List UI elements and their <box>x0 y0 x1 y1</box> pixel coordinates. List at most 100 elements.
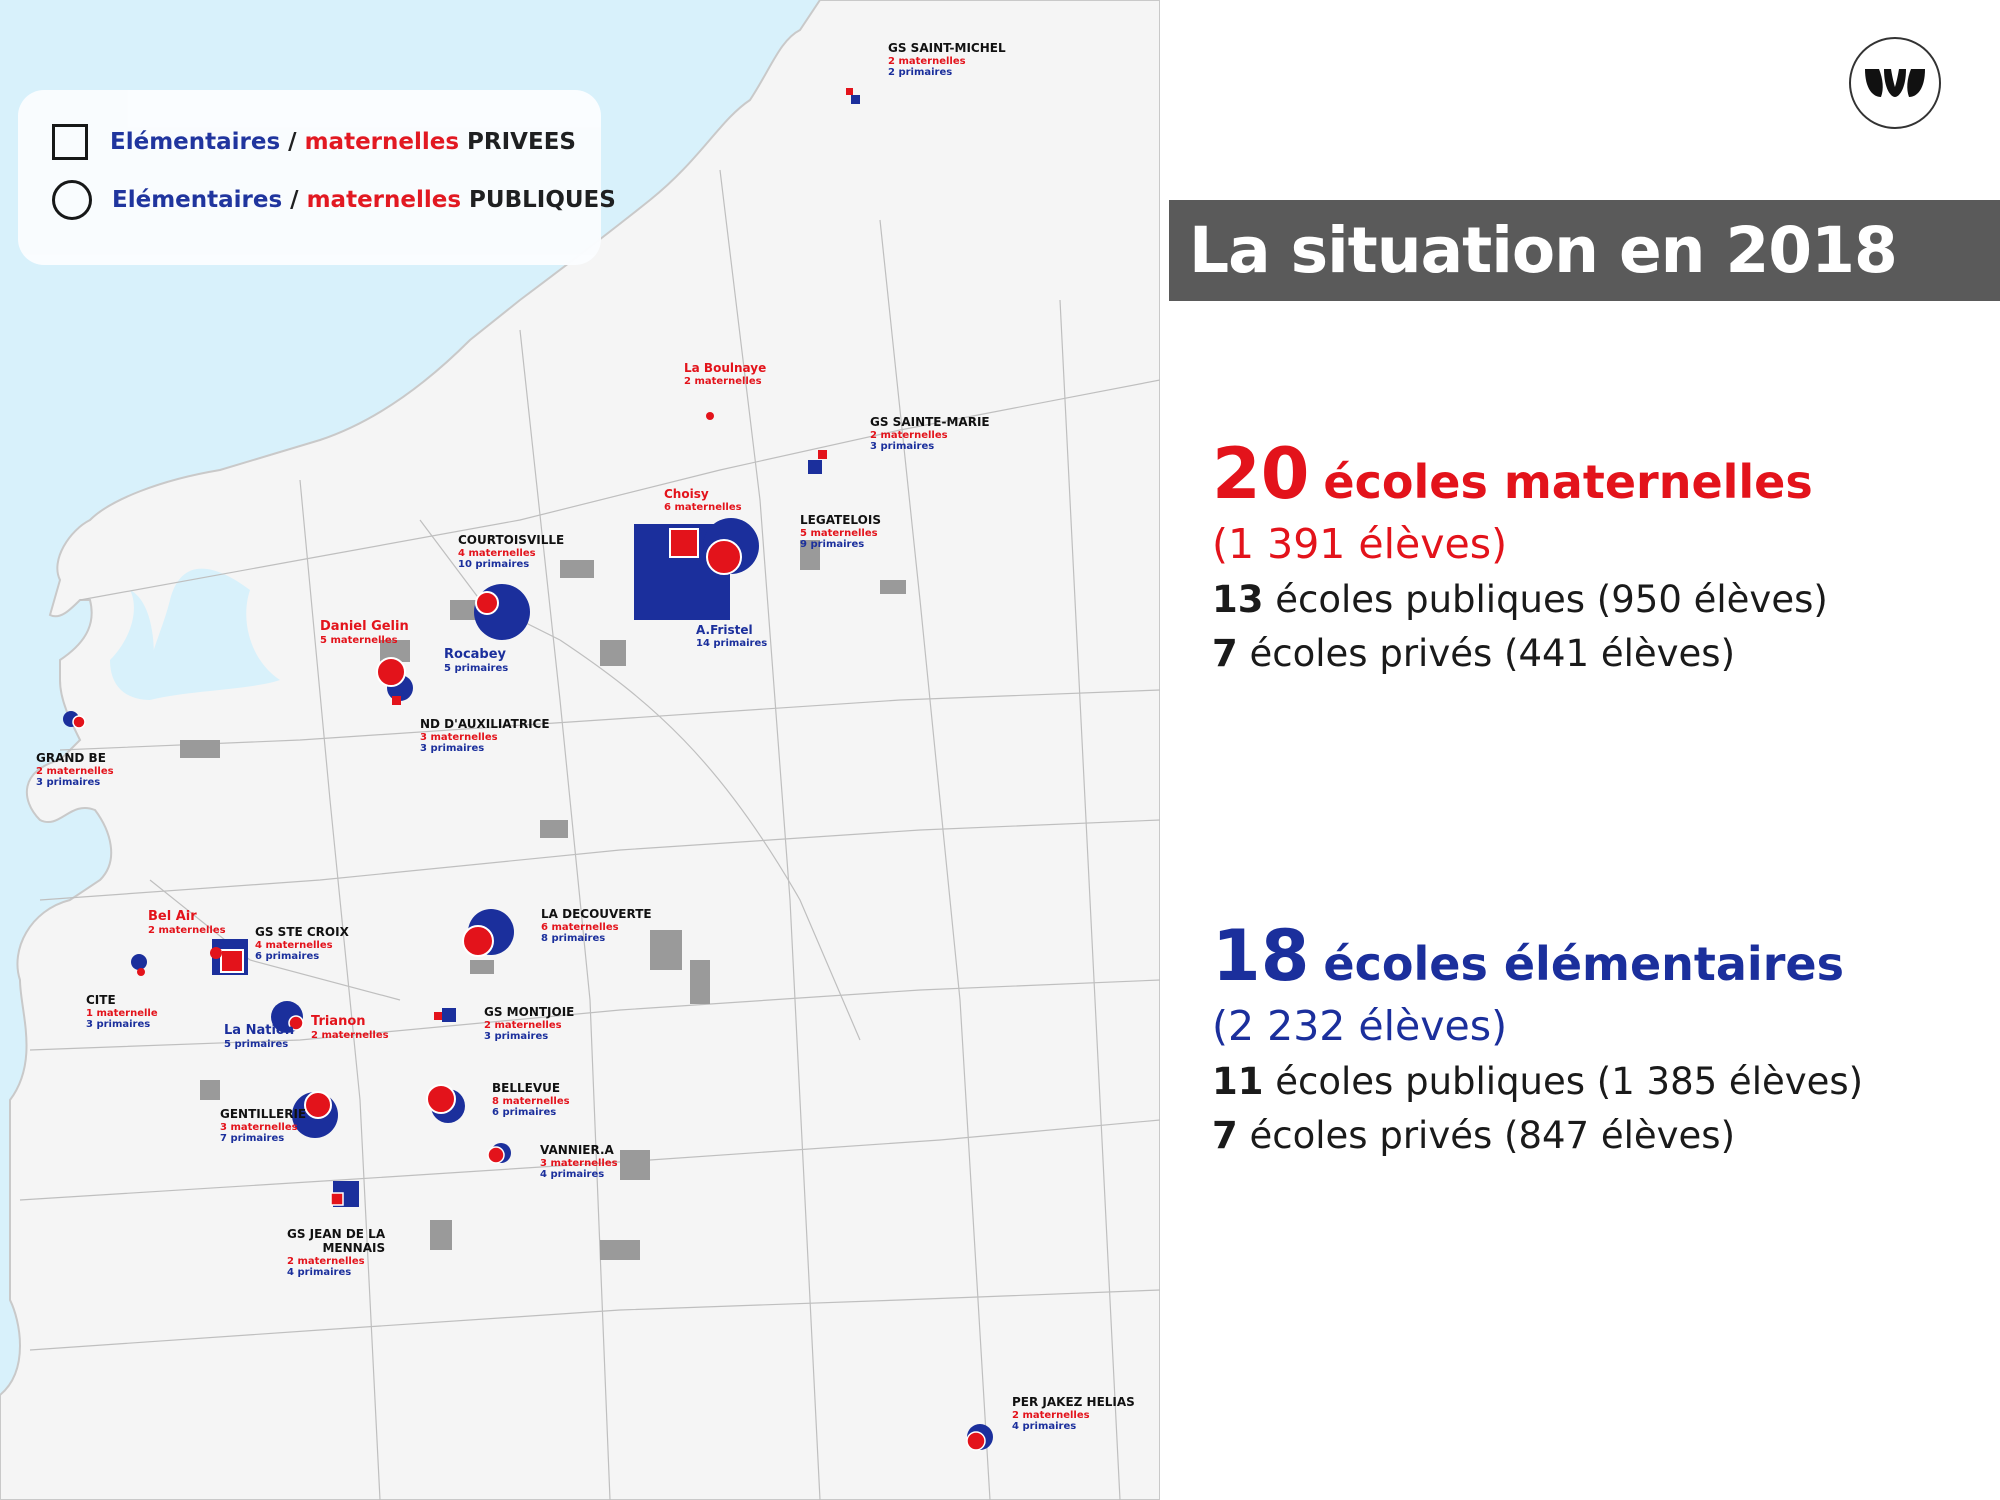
school-name: CITE <box>86 993 116 1007</box>
maternelles-publiques-text: écoles publiques (950 élèves) <box>1263 578 1828 621</box>
school-maternelles: 2 maternelles <box>1012 1409 1090 1421</box>
school-marker-public-maternelle[interactable] <box>706 412 714 420</box>
school-marker-public-elementary[interactable] <box>131 954 147 970</box>
school-name: GS SAINT-MICHEL <box>888 41 1006 55</box>
school-maternelles: 3 maternelles <box>220 1121 298 1133</box>
school-label: GRAND BE 2 maternelles 3 primaires <box>36 751 114 789</box>
school-marker-private-maternelle[interactable] <box>220 949 244 973</box>
school-label: LEGATELOIS 5 maternelles 9 primaires <box>800 513 881 551</box>
school-marker-private-elementary[interactable] <box>442 1008 456 1022</box>
elementaires-count: 18 <box>1212 915 1310 997</box>
school-maternelles: 5 maternelles <box>320 634 398 646</box>
school-primaires: 3 primaires <box>86 1019 151 1031</box>
elementaires-publiques-count: 11 <box>1212 1060 1264 1103</box>
school-primaires: 3 primaires <box>870 441 935 453</box>
school-name: GRAND BE <box>36 751 106 765</box>
school-name: LEGATELOIS <box>800 513 881 527</box>
school-name: Trianon <box>311 1014 366 1029</box>
school-label: Bel Air 2 maternelles <box>148 909 226 936</box>
school-name: Rocabey <box>444 647 507 662</box>
elementaires-publiques: 11 écoles publiques (1 385 élèves) <box>1212 1060 1863 1103</box>
school-marker-private-maternelle[interactable] <box>669 528 699 558</box>
school-marker-public-maternelle[interactable] <box>376 657 406 687</box>
school-label: ND D'AUXILIATRICE 3 maternelles 3 primaire… <box>420 717 550 755</box>
school-label: Rocabey 5 primaires <box>444 647 508 674</box>
school-name: COURTOISVILLE <box>458 533 565 547</box>
school-maternelles: 8 maternelles <box>492 1095 570 1107</box>
school-label: La Boulnaye 2 maternelles <box>684 361 766 387</box>
school-maternelles: 4 maternelles <box>458 547 536 559</box>
legend-row-private: Elémentaires / maternelles PRIVEES <box>52 124 576 160</box>
maternelles-label: écoles maternelles <box>1323 455 1813 509</box>
school-marker-public-maternelle[interactable] <box>475 591 499 615</box>
title-bar: La situation en 2018 <box>1169 200 2000 301</box>
school-name: GS JEAN DE LA <box>287 1227 386 1241</box>
circle-icon <box>52 180 92 220</box>
school-label: BELLEVUE 8 maternelles 6 primaires <box>492 1081 570 1119</box>
school-label: LA DECOUVERTE 6 maternelles 8 primaires <box>541 907 652 945</box>
school-marker-public-maternelle[interactable] <box>210 947 222 959</box>
legend-row-public: Elémentaires / maternelles PUBLIQUES <box>52 180 616 220</box>
school-marker-public-maternelle[interactable] <box>288 1015 304 1031</box>
elementaires-publiques-text: écoles publiques (1 385 élèves) <box>1263 1060 1864 1103</box>
school-primaires: 6 primaires <box>492 1107 557 1119</box>
school-label: Choisy 6 maternelles <box>664 487 742 513</box>
school-name: VANNIER.A <box>540 1143 614 1157</box>
school-maternelles: 3 maternelles <box>420 731 498 743</box>
school-name-line2: MENNAIS <box>322 1240 386 1255</box>
legend-separator: / <box>280 129 305 155</box>
school-primaires: 4 primaires <box>287 1267 352 1279</box>
elementaires-prives-text: écoles privés (847 élèves) <box>1237 1114 1736 1157</box>
school-marker-private-elementary[interactable] <box>392 687 402 697</box>
school-name: Bel Air <box>148 909 197 924</box>
school-maternelles: 6 maternelles <box>541 921 619 933</box>
school-label: VANNIER.A 3 maternelles 4 primaires <box>540 1143 618 1181</box>
school-name: PER JAKEZ HELIAS <box>1012 1395 1135 1409</box>
school-marker-public-maternelle[interactable] <box>72 715 86 729</box>
elementaires-prives: 7 écoles privés (847 élèves) <box>1212 1114 1735 1157</box>
legend-separator: / <box>282 187 307 213</box>
school-marker-public-maternelle[interactable] <box>706 539 742 575</box>
school-marker-public-maternelle[interactable] <box>966 1431 986 1451</box>
legend-maternelles: maternelles <box>306 187 462 213</box>
maternelles-eleves: (1 391 élèves) <box>1212 520 1508 568</box>
school-marker-public-maternelle[interactable] <box>304 1091 332 1119</box>
maternelles-prives-count: 7 <box>1212 632 1238 675</box>
school-marker-private-elementary[interactable] <box>808 460 822 474</box>
school-marker-public-maternelle[interactable] <box>137 968 145 976</box>
school-primaires: 7 primaires <box>220 1133 285 1145</box>
school-marker-private-maternelle[interactable] <box>392 696 401 705</box>
logo-icon <box>1865 69 1925 97</box>
school-name: ND D'AUXILIATRICE <box>420 717 550 731</box>
brand-logo <box>1849 37 1941 129</box>
school-marker-private-maternelle[interactable] <box>818 450 827 459</box>
school-name: GENTILLERIE <box>220 1107 307 1121</box>
legend-elementaires: Elémentaires <box>112 187 283 213</box>
school-name: GS MONTJOIE <box>484 1005 575 1019</box>
school-marker-private-maternelle[interactable] <box>846 88 853 95</box>
school-name: LA DECOUVERTE <box>541 907 652 921</box>
legend-kind: PRIVEES <box>459 129 576 155</box>
school-maternelles: 5 maternelles <box>800 527 878 539</box>
school-marker-public-maternelle[interactable] <box>462 925 494 957</box>
school-maternelles: 2 maternelles <box>888 55 966 67</box>
school-name: BELLEVUE <box>492 1081 561 1095</box>
school-maternelles: 2 maternelles <box>311 1029 389 1041</box>
school-maternelles: 2 maternelles <box>148 924 226 936</box>
school-maternelles: 2 maternelles <box>484 1019 562 1031</box>
school-primaires: 2 primaires <box>888 67 953 79</box>
maternelles-prives: 7 écoles privés (441 élèves) <box>1212 632 1735 675</box>
school-marker-public-maternelle[interactable] <box>426 1084 456 1114</box>
elementaires-prives-count: 7 <box>1212 1114 1238 1157</box>
stat-elementaires-heading: 18 écoles élémentaires <box>1212 915 1844 997</box>
school-marker-public-maternelle[interactable] <box>487 1146 505 1164</box>
school-marker-private-elementary[interactable] <box>851 95 860 104</box>
page-title: La situation en 2018 <box>1189 214 1898 287</box>
school-name: Choisy <box>664 487 709 501</box>
school-marker-private-maternelle[interactable] <box>434 1012 442 1020</box>
school-primaires: 4 primaires <box>540 1169 605 1181</box>
school-label: A.Fristel 14 primaires <box>696 623 767 649</box>
school-primaires: 5 primaires <box>224 1038 289 1050</box>
stat-maternelles-heading: 20 écoles maternelles <box>1212 433 1813 515</box>
school-marker-private-maternelle[interactable] <box>330 1192 344 1206</box>
